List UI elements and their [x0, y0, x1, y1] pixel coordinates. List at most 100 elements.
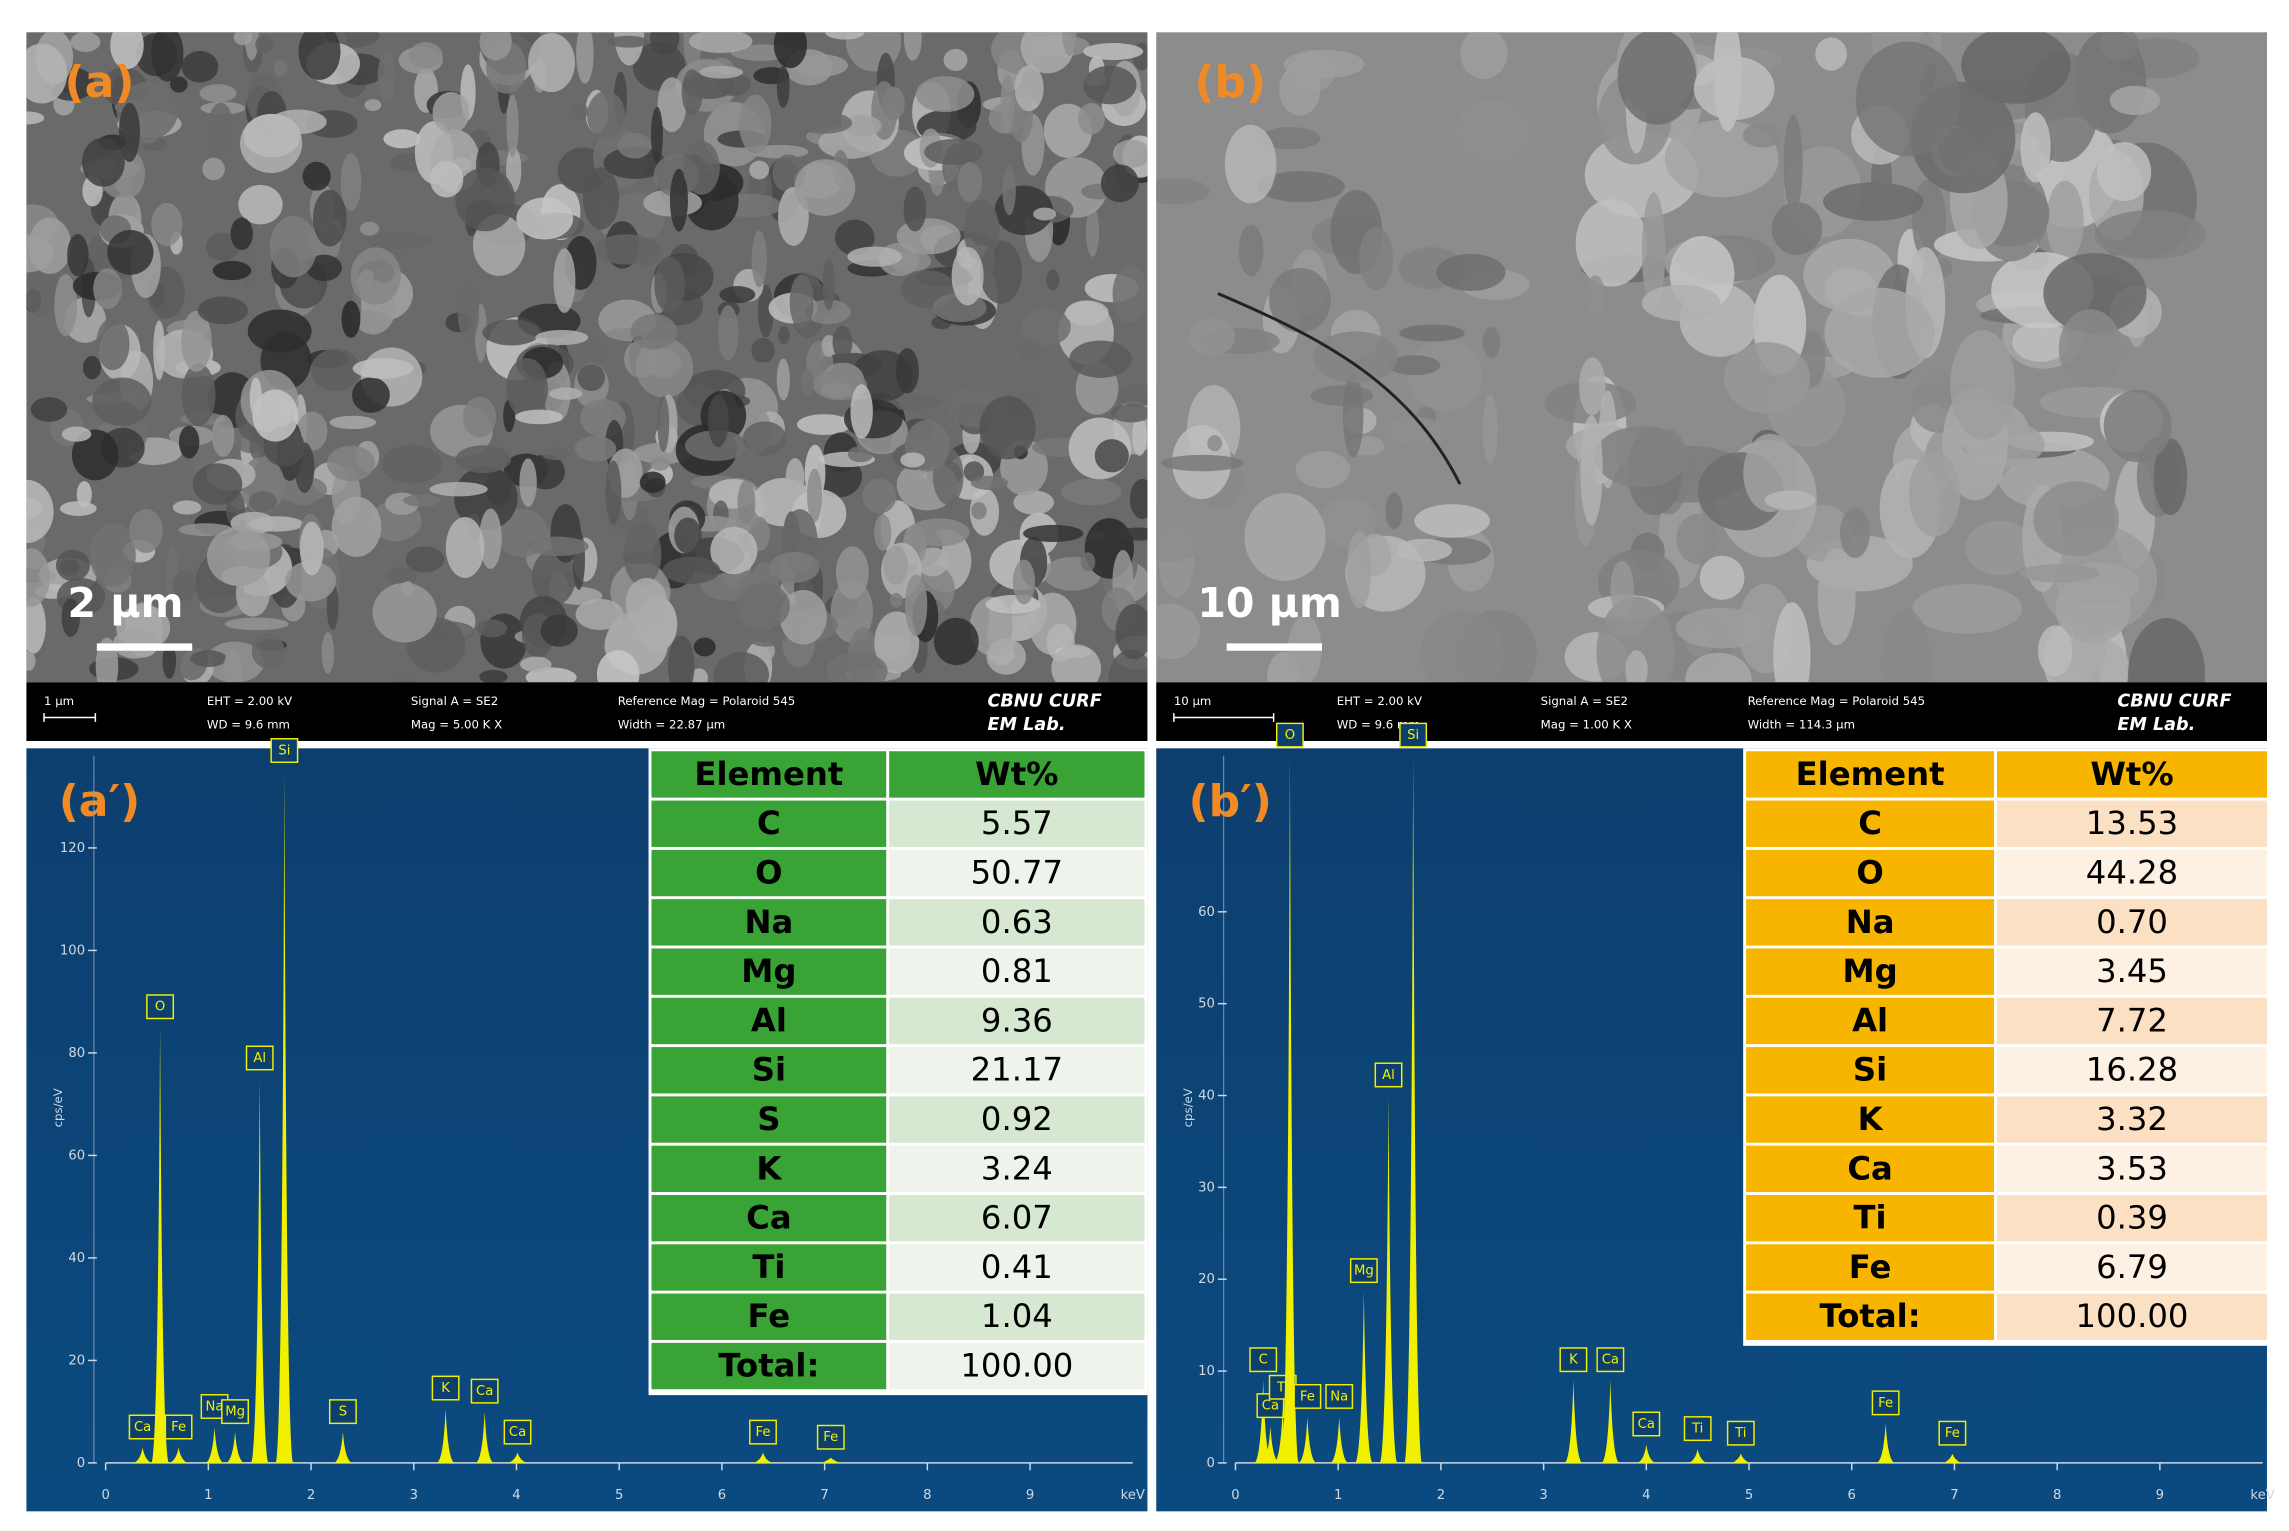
sem-grain [54, 273, 78, 337]
peak-label: Ca [1602, 1353, 1619, 1368]
sem-grain [170, 76, 188, 93]
table-text: 6.79 [2096, 1248, 2168, 1286]
sem-grain [1238, 224, 1264, 277]
sem-grain [2103, 389, 2172, 463]
table-text: 5.57 [981, 804, 1053, 842]
sem-grain [908, 518, 970, 547]
sem-grain [249, 377, 262, 418]
sem-grain [372, 582, 437, 643]
sem-grain [719, 286, 756, 304]
table-cell [651, 1293, 887, 1340]
peak-label: Ca [1262, 1399, 1279, 1414]
sem-grain [26, 263, 58, 318]
sem-grain [243, 114, 301, 158]
sem-grain [1346, 531, 1372, 609]
peak-label: Si [278, 744, 290, 759]
table-text: Si [1853, 1051, 1887, 1089]
x-tick-label: 4 [1642, 1488, 1650, 1503]
table-header-cell [1997, 751, 2267, 798]
y-tick-label: 60 [1198, 905, 1215, 920]
sem-grain [1396, 538, 1452, 562]
y-axis-label: cps/eV [51, 1088, 65, 1127]
x-tick-label: 1 [204, 1488, 212, 1503]
sem-grain [178, 523, 234, 537]
table-text: 0.70 [2096, 903, 2168, 941]
peak-label: O [155, 1000, 165, 1015]
sem-grain [1482, 327, 1501, 358]
sem-grain [832, 325, 853, 360]
y-axis-label: cps/eV [1181, 1088, 1195, 1127]
sem-grain [454, 466, 518, 530]
sem-grain [1965, 520, 2035, 576]
sem-grain [1313, 331, 1398, 383]
peak [475, 1411, 494, 1463]
sem-grain [587, 91, 626, 141]
table-text: Total: [718, 1347, 819, 1385]
sem-grain [1610, 560, 1634, 617]
sem-grain [895, 348, 919, 394]
sem-grain [515, 409, 563, 425]
peak [250, 1078, 269, 1463]
sem-grain [776, 358, 790, 401]
sem-grain [1046, 269, 1060, 291]
x-tick-label: 8 [2053, 1488, 2061, 1503]
info-text: WD = 9.6 mm [1337, 717, 1420, 731]
table-cell [1997, 948, 2267, 995]
peak [133, 1447, 152, 1463]
sem-grain [751, 144, 809, 159]
sem-grain [1482, 394, 1498, 464]
table-cell [889, 1047, 1145, 1094]
sem-grain [1724, 342, 1811, 414]
sem-grain [900, 452, 926, 468]
table-cell [889, 1293, 1145, 1340]
sem-grain [82, 355, 102, 380]
scale-bar-label: 2 µm [67, 579, 183, 627]
sem-grain [528, 32, 575, 93]
sem-grain [381, 444, 443, 484]
sem-grain [844, 115, 882, 137]
table-text: Ti [752, 1248, 785, 1286]
table-cell [1746, 1293, 1995, 1340]
peak-label-box [1293, 1383, 1322, 1409]
sem-grain [506, 94, 519, 157]
sem-grain [230, 217, 253, 251]
table-text: 9.36 [981, 1001, 1053, 1039]
sem-grain [350, 247, 401, 305]
sem-grain [822, 258, 835, 311]
table-cell [1746, 800, 1995, 847]
sem-grain [710, 526, 758, 575]
x-tick-label: 1 [1334, 1488, 1342, 1503]
peak-label: Ca [134, 1420, 151, 1435]
sem-grain [1764, 490, 1816, 511]
peak [1330, 1416, 1349, 1463]
sem-grain [252, 389, 299, 442]
sem-grain [248, 491, 278, 513]
peak [226, 1432, 244, 1463]
y-tick-label: 100 [60, 943, 85, 958]
sem-grain [749, 160, 770, 180]
table-text: 3.32 [2096, 1100, 2168, 1138]
sem-grain [96, 317, 130, 371]
sem-grain [789, 274, 814, 330]
info-text: Reference Mag = Polaroid 545 [618, 694, 796, 708]
sem-grain [89, 522, 136, 587]
sem-grain [1112, 139, 1148, 168]
peak-label-box [1726, 1420, 1755, 1446]
sem-grain [577, 364, 606, 392]
y-tick-label: 20 [68, 1353, 85, 1368]
table-text: 0.63 [981, 903, 1053, 941]
sem-grain [889, 593, 903, 608]
sem-grain [1295, 451, 1351, 489]
peak [821, 1457, 840, 1463]
sem-grain [110, 32, 144, 70]
sem-grain [1783, 114, 1803, 214]
sem-grain [603, 146, 667, 180]
table-cell [1746, 1047, 1995, 1094]
peak-label: K [441, 1381, 450, 1396]
sem-grain [151, 202, 183, 247]
sem-grain [681, 69, 703, 116]
sem-grain [776, 65, 790, 108]
peak-label: Si [1407, 728, 1419, 743]
sem-grain [197, 296, 248, 325]
peak-label: K [1569, 1353, 1578, 1368]
